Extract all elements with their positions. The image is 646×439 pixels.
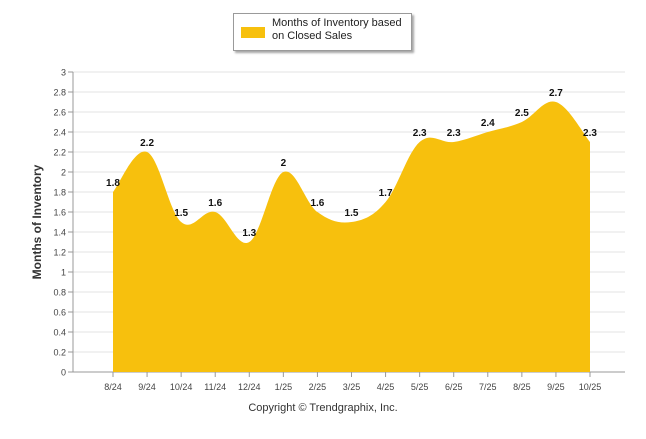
y-tick-label: 1.6 bbox=[53, 208, 66, 218]
y-tick-label: 1 bbox=[61, 268, 66, 278]
y-tick-label: 2 bbox=[61, 168, 66, 178]
y-tick-label: 0.4 bbox=[53, 328, 66, 338]
y-tick-label: 2.4 bbox=[53, 128, 66, 138]
x-tick-label: 8/24 bbox=[104, 382, 122, 392]
data-label: 1.7 bbox=[379, 188, 393, 199]
x-tick-label: 6/25 bbox=[445, 382, 463, 392]
legend-swatch bbox=[241, 27, 265, 38]
x-tick-label: 12/24 bbox=[238, 382, 261, 392]
data-label: 1.5 bbox=[174, 208, 188, 219]
data-label: 2.7 bbox=[549, 88, 563, 99]
legend-label-line-1: Months of Inventory based bbox=[272, 17, 402, 29]
data-label: 2.3 bbox=[583, 128, 597, 139]
y-tick-label: 1.2 bbox=[53, 248, 66, 258]
x-tick-label: 9/24 bbox=[138, 382, 156, 392]
y-tick-label: 2.8 bbox=[53, 88, 66, 98]
x-tick-label: 1/25 bbox=[275, 382, 293, 392]
x-tick-label: 8/25 bbox=[513, 382, 531, 392]
area-series bbox=[113, 101, 590, 372]
y-tick-label: 0.8 bbox=[53, 288, 66, 298]
data-label: 1.6 bbox=[208, 198, 222, 209]
legend: Months of Inventory based on Closed Sale… bbox=[233, 13, 412, 51]
y-tick-label: 3 bbox=[61, 68, 66, 78]
data-label: 1.6 bbox=[310, 198, 324, 209]
data-label: 1.5 bbox=[345, 208, 359, 219]
y-tick-label: 0 bbox=[61, 368, 66, 378]
y-tick-label: 2.2 bbox=[53, 148, 66, 158]
data-label: 2.5 bbox=[515, 108, 529, 119]
data-label: 2.4 bbox=[481, 118, 495, 129]
copyright-text: Copyright © Trendgraphix, Inc. bbox=[248, 402, 398, 414]
y-tick-label: 0.2 bbox=[53, 348, 66, 358]
data-label: 1.8 bbox=[106, 178, 120, 189]
x-tick-label: 10/25 bbox=[579, 382, 602, 392]
x-tick-label: 7/25 bbox=[479, 382, 497, 392]
y-tick-label: 0.6 bbox=[53, 308, 66, 318]
x-tick-label: 3/25 bbox=[343, 382, 361, 392]
data-label: 2.3 bbox=[447, 128, 461, 139]
x-tick-label: 4/25 bbox=[377, 382, 395, 392]
x-tick-label: 2/25 bbox=[309, 382, 327, 392]
data-label: 1.3 bbox=[242, 228, 256, 239]
x-tick-label: 10/24 bbox=[170, 382, 193, 392]
legend-label: Months of Inventory based on Closed Sale… bbox=[272, 17, 408, 43]
y-tick-label: 2.6 bbox=[53, 108, 66, 118]
data-label: 2.2 bbox=[140, 138, 154, 149]
x-tick-label: 11/24 bbox=[204, 382, 226, 392]
x-tick-label: 9/25 bbox=[547, 382, 565, 392]
y-axis-title: Months of Inventory bbox=[30, 164, 44, 280]
data-label: 2.3 bbox=[413, 128, 427, 139]
data-label: 2 bbox=[281, 158, 287, 169]
x-tick-label: 5/25 bbox=[411, 382, 429, 392]
y-tick-label: 1.4 bbox=[53, 228, 66, 238]
y-tick-label: 1.8 bbox=[53, 188, 66, 198]
legend-label-line-2: on Closed Sales bbox=[272, 30, 353, 42]
